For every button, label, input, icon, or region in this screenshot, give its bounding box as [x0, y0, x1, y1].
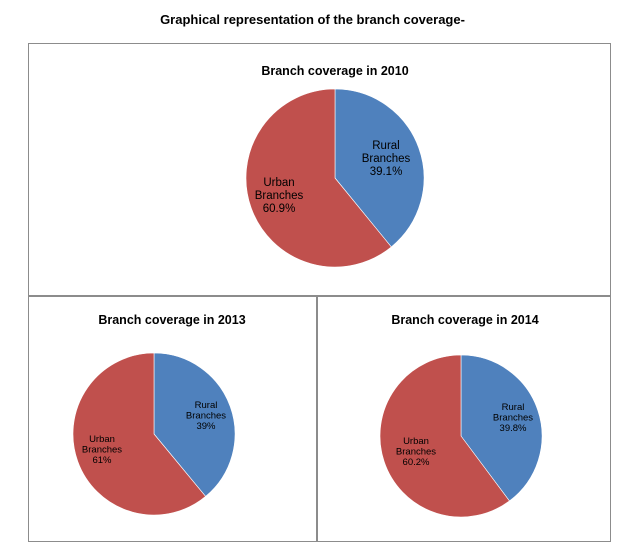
page-title: Graphical representation of the branch c…: [160, 12, 465, 27]
slice-label-urban: Urban Branches 60.9%: [255, 177, 304, 215]
slice-label-rural: Rural Branches 39.1%: [362, 140, 411, 178]
pie-slice-rural: [153, 352, 236, 497]
slice-label-urban: Urban Branches 61%: [82, 434, 122, 466]
pie-slice-rural: [334, 88, 425, 248]
pie-chart-2014: Branch coverage in 2014 Rural Branches 39.8…: [379, 313, 543, 518]
pie-chart-2010: Branch coverage in 2010 Rural Branches 39.1…: [245, 64, 425, 268]
chart-panel-2014: Branch coverage in 2014 Rural Branches 39.8…: [317, 296, 611, 542]
chart-title: Branch coverage in 2010: [261, 64, 408, 78]
slice-label-urban: Urban Branches 60.2%: [396, 436, 436, 468]
pie-slice-rural: [460, 354, 543, 502]
chart-panel-2010: Branch coverage in 2010 Rural Branches 39.1…: [28, 43, 611, 296]
pie-slice-urban: [245, 88, 392, 268]
chart-title: Branch coverage in 2014: [391, 313, 538, 327]
chart-title: Branch coverage in 2013: [98, 313, 245, 327]
pie-slice-urban: [379, 354, 510, 518]
pie-chart-2013: Branch coverage in 2013 Rural Branches 39% U…: [72, 313, 246, 516]
slice-label-rural: Rural Branches 39%: [186, 400, 226, 432]
chart-panel-2013: Branch coverage in 2013 Rural Branches 39% U…: [28, 296, 317, 542]
slice-label-rural: Rural Branches 39.8%: [493, 402, 533, 434]
pie-slice-urban: [72, 352, 207, 516]
